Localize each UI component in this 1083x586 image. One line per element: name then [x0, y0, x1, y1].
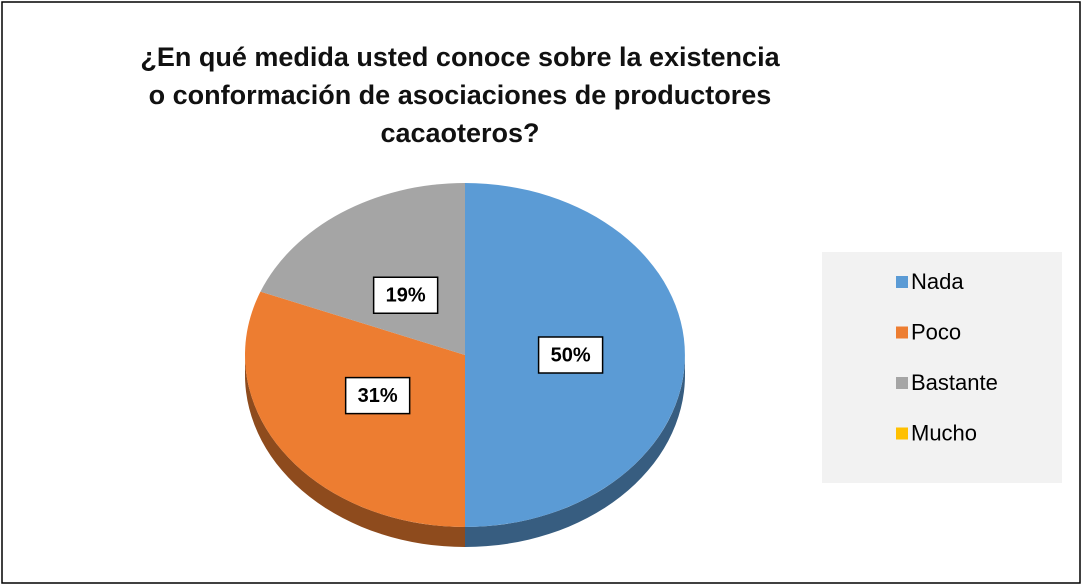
legend-label: Mucho	[911, 420, 977, 445]
label-box	[537, 336, 604, 374]
legend-label: Poco	[911, 319, 961, 344]
data-label: 31%	[358, 385, 398, 407]
legend-box	[822, 252, 1062, 483]
data-label: 50%	[551, 344, 591, 366]
legend-swatch	[896, 377, 908, 389]
data-label: 19%	[386, 285, 426, 307]
legend-swatch	[896, 326, 908, 339]
legend-swatch	[896, 427, 908, 440]
label-box	[372, 276, 439, 315]
legend-swatch	[896, 276, 908, 288]
legend-label: Nada	[911, 269, 964, 294]
legend-label: Bastante	[911, 370, 998, 395]
pie-side	[245, 355, 465, 547]
label-box	[344, 376, 411, 415]
pie-side	[465, 355, 685, 547]
chart-title: ¿En qué medida usted conoce sobre la exi…	[140, 42, 780, 148]
